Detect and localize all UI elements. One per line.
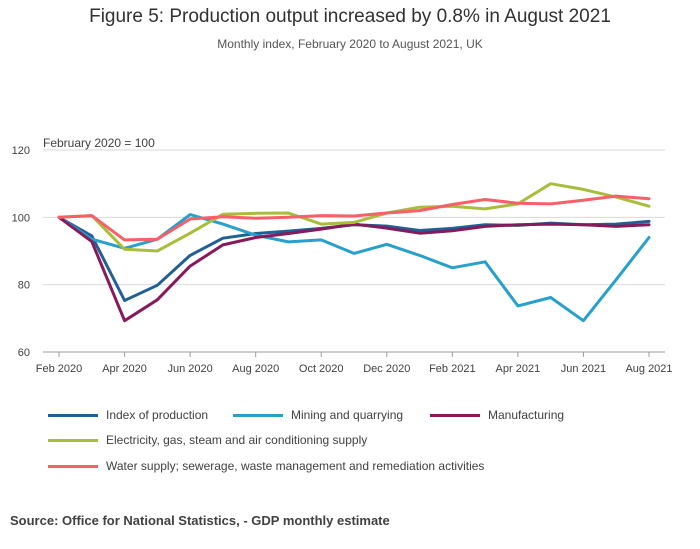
x-axis: Feb 2020 Apr 2020 Jun 2020 Aug 2020 Oct 2020… [36, 352, 673, 375]
y-tick-label: 60 [18, 347, 30, 359]
legend-swatch [233, 414, 283, 417]
x-tick-label: Apr 2020 [102, 363, 147, 375]
y-tick-label: 80 [18, 280, 30, 292]
line-chart: 60 80 100 120 Feb 2020 Apr 2020 Jun 2020 Aug 2… [12, 136, 673, 375]
chart-subtitle: Monthly index, February 2020 to August 2… [217, 37, 483, 51]
x-tick-label: Oct 2020 [299, 363, 344, 375]
y-axis-ticks: 60 80 100 120 [12, 145, 30, 359]
legend-swatch [48, 439, 98, 442]
legend-swatch [48, 465, 98, 468]
legend-label: Index of production [106, 408, 209, 422]
legend-label: Manufacturing [488, 408, 565, 422]
x-tick-label: Aug 2020 [232, 363, 279, 375]
x-tick-label: Aug 2021 [625, 363, 672, 375]
series-line-0 [57, 215, 651, 302]
source-note: Source: Office for National Statistics, … [10, 513, 390, 528]
axis-annotation: February 2020 = 100 [43, 136, 155, 150]
x-tick-label: Apr 2021 [496, 363, 541, 375]
series-line-3 [57, 182, 651, 253]
x-tick-label: Jun 2021 [561, 363, 606, 375]
legend-label: Mining and quarrying [291, 408, 404, 422]
x-tick-label: Jun 2020 [167, 363, 212, 375]
chart-title: Figure 5: Production output increased by… [89, 6, 611, 27]
y-tick-label: 120 [12, 145, 30, 157]
x-tick-label: Feb 2021 [429, 363, 475, 375]
series-lines [57, 182, 651, 323]
legend-label: Electricity, gas, steam and air conditio… [106, 433, 368, 447]
legend-swatch [48, 414, 98, 417]
legend-label: Water supply; sewerage, waste management… [106, 459, 485, 473]
series-line-2 [57, 215, 651, 323]
x-tick-label: Feb 2020 [36, 363, 82, 375]
y-tick-label: 100 [12, 212, 30, 224]
series-line-4 [57, 194, 651, 242]
legend-swatch [430, 414, 480, 417]
x-tick-label: Dec 2020 [363, 363, 410, 375]
